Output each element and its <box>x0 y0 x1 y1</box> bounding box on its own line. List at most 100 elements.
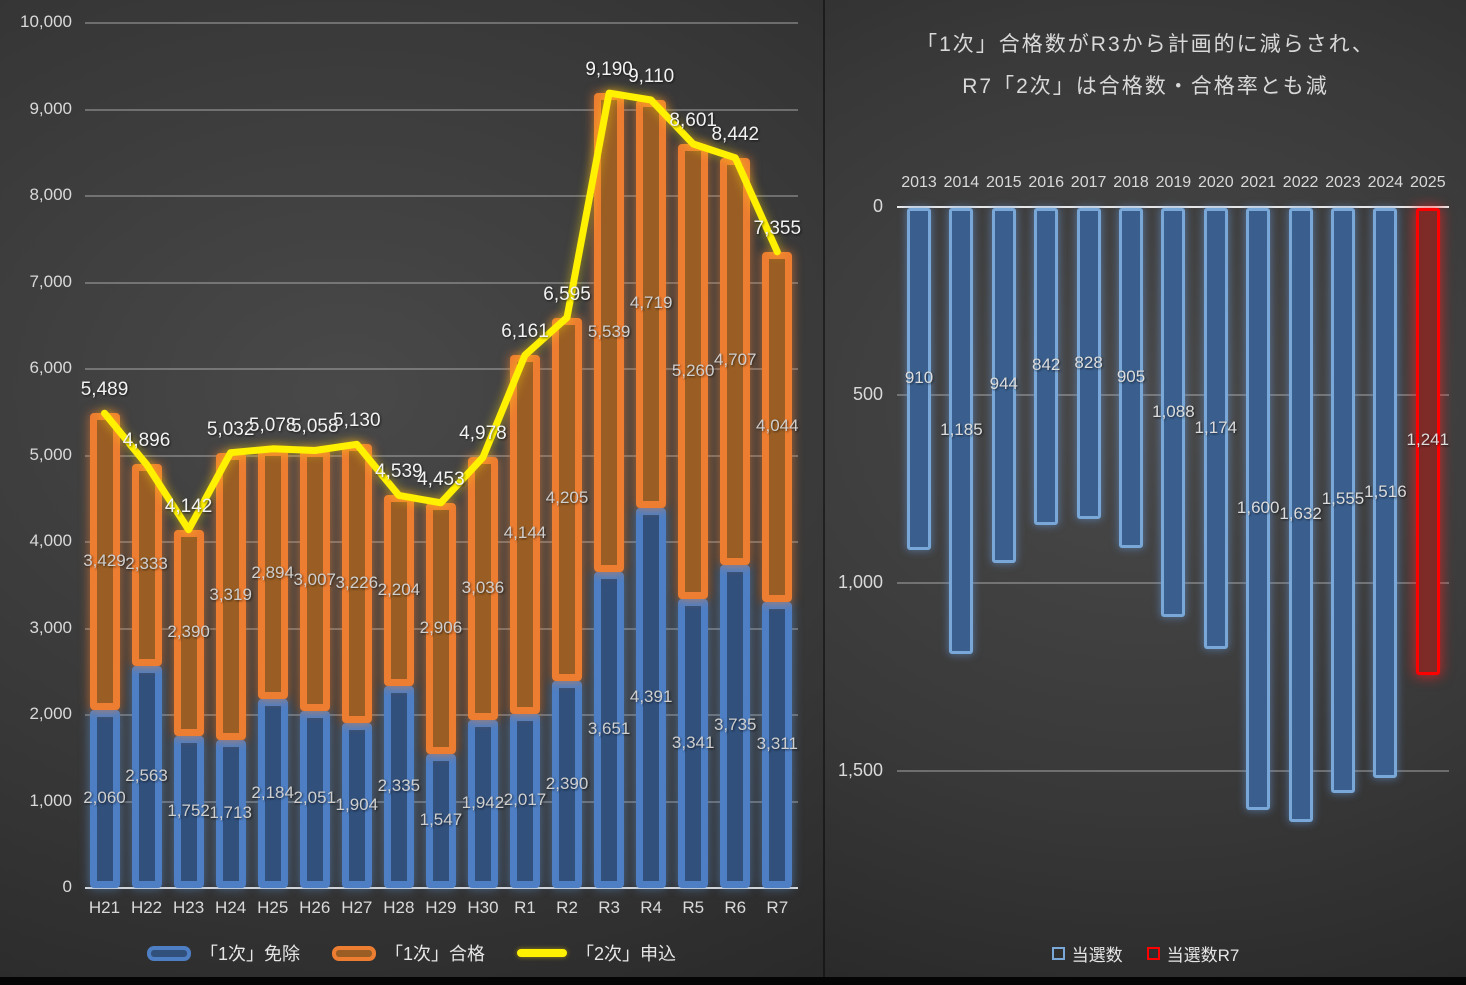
label-exempt-R2: 2,390 <box>545 773 589 793</box>
bar-winners-2014[interactable] <box>949 208 974 654</box>
bar-exempt-H23[interactable] <box>173 736 204 888</box>
bar-exempt-H28[interactable] <box>383 686 414 888</box>
right-legend-item-label: 当選数 <box>1071 946 1123 965</box>
left-x-axis-line <box>85 887 798 889</box>
label-exempt-R5: 3,341 <box>671 732 715 752</box>
bar-passed-H23[interactable] <box>173 529 204 737</box>
right-legend-item-0[interactable]: 当選数 <box>1051 941 1123 966</box>
legend-item-2[interactable]: 「2次」申込 <box>517 940 676 966</box>
bar-exempt-R4[interactable] <box>636 508 667 888</box>
right-x-axis-tick-label: 2025 <box>1410 174 1446 191</box>
bar-passed-R3[interactable] <box>594 93 625 573</box>
bar-passed-H22[interactable] <box>131 464 162 667</box>
bar-winners-2015[interactable] <box>991 208 1016 563</box>
left-chart-plot-area: 0 1,000 2,000 3,000 4,000 5,000 6,000 7,000 8,00… <box>0 0 823 977</box>
label-exempt-R1: 2,017 <box>503 789 547 809</box>
left-x-axis-tick-label: H21 <box>88 898 121 917</box>
bar-winners-2019[interactable] <box>1161 208 1186 618</box>
bar-winners-2022[interactable] <box>1288 208 1313 822</box>
label-exempt-H22: 2,563 <box>125 766 168 786</box>
label-winners-2018: 905 <box>1116 367 1146 387</box>
label-total-H21: 5,489 <box>80 379 129 401</box>
bar-exempt-R6[interactable] <box>720 564 751 888</box>
bar-passed-H27[interactable] <box>341 444 372 724</box>
bar-winners-2023[interactable] <box>1331 208 1355 793</box>
legend-item-label: 「1次」合格 <box>384 944 485 964</box>
label-total-R7: 7,355 <box>753 217 802 239</box>
right-x-axis-tick-label: 2020 <box>1198 174 1234 191</box>
label-total-R3: 9,190 <box>585 59 633 81</box>
bar-exempt-R5[interactable] <box>678 599 709 888</box>
secondary-applications-line[interactable] <box>0 0 823 977</box>
legend-bar-swatch <box>146 945 191 961</box>
label-winners-2015: 944 <box>989 374 1018 394</box>
right-x-axis-tick-label: 2014 <box>943 174 980 191</box>
bar-exempt-H24[interactable] <box>215 739 246 888</box>
label-exempt-R7: 3,311 <box>756 733 798 753</box>
bar-passed-R7[interactable] <box>762 251 793 602</box>
label-exempt-H27: 1,904 <box>335 794 379 814</box>
label-total-H29: 4,453 <box>417 468 465 490</box>
label-winners-2020: 1,174 <box>1194 417 1238 437</box>
bar-exempt-R1[interactable] <box>510 713 540 888</box>
bar-winners-2017[interactable] <box>1076 208 1101 520</box>
bar-winners-2020[interactable] <box>1203 208 1228 650</box>
bar-passed-H21[interactable] <box>89 413 120 710</box>
label-passed-H22: 2,333 <box>125 554 168 574</box>
left-gridline <box>85 195 798 197</box>
right-gridline <box>897 770 1449 772</box>
left-y-axis-tick-label: 1,000 <box>29 790 72 810</box>
bar-winners-2024[interactable] <box>1373 208 1398 779</box>
label-exempt-R3: 3,651 <box>587 719 631 739</box>
legend-item-0[interactable]: 「1次」免除 <box>146 940 300 966</box>
left-y-axis-tick-label: 2,000 <box>29 704 72 723</box>
bar-passed-R5[interactable] <box>678 144 709 599</box>
label-total-R6: 8,442 <box>711 123 760 145</box>
right-y-axis-tick-label: 1,000 <box>837 572 883 592</box>
bar-exempt-H25[interactable] <box>257 699 288 888</box>
bar-passed-H25[interactable] <box>257 448 288 700</box>
label-passed-H30: 3,036 <box>461 577 505 597</box>
bar-passed-H24[interactable] <box>215 452 246 740</box>
left-y-axis-tick-label: 7,000 <box>29 271 72 291</box>
label-winners-2017: 828 <box>1074 352 1103 372</box>
bar-exempt-R2[interactable] <box>552 681 583 888</box>
label-exempt-R6: 3,735 <box>713 715 757 735</box>
left-gridline <box>85 454 798 457</box>
bar-exempt-H27[interactable] <box>341 723 372 888</box>
bar-exempt-H26[interactable] <box>299 710 330 888</box>
right-chart-legend: 当選数 当選数R7 <box>825 941 1466 966</box>
left-x-axis-tick-label: H22 <box>130 898 163 917</box>
bar-exempt-H22[interactable] <box>131 666 162 888</box>
bar-winners-2025[interactable] <box>1415 208 1440 675</box>
right-y-axis-tick-label: 1,500 <box>837 760 883 780</box>
left-y-axis-tick-label: 0 <box>62 877 72 896</box>
label-passed-H28: 2,204 <box>377 579 421 599</box>
right-legend-item-1[interactable]: 当選数R7 <box>1146 941 1239 966</box>
bar-exempt-R3[interactable] <box>594 572 625 888</box>
bar-exempt-R7[interactable] <box>762 601 793 888</box>
left-y-axis-tick-label: 3,000 <box>29 617 72 637</box>
label-passed-H23: 2,390 <box>167 622 210 642</box>
bar-winners-2021[interactable] <box>1246 208 1271 810</box>
legend-item-label: 「1次」免除 <box>199 944 300 964</box>
bar-passed-H26[interactable] <box>299 450 330 711</box>
bar-exempt-H29[interactable] <box>425 754 456 888</box>
bar-winners-2018[interactable] <box>1119 208 1143 549</box>
label-exempt-R4: 4,391 <box>629 687 673 707</box>
panel-left-exam-chart: 0 1,000 2,000 3,000 4,000 5,000 6,000 7,000 8,00… <box>0 0 823 977</box>
legend-item-1[interactable]: 「1次」合格 <box>331 940 485 966</box>
bar-passed-R4[interactable] <box>636 99 667 509</box>
label-winners-2025: 1,241 <box>1406 430 1450 450</box>
bar-winners-2016[interactable] <box>1034 208 1059 525</box>
label-winners-2022: 1,632 <box>1279 503 1322 523</box>
bar-passed-H29[interactable] <box>425 502 456 755</box>
label-passed-H29: 2,906 <box>419 617 463 637</box>
legend-line-swatch <box>517 949 567 957</box>
label-passed-R3: 5,539 <box>587 321 631 341</box>
bar-exempt-H21[interactable] <box>89 709 120 888</box>
bar-winners-2013[interactable] <box>907 208 931 551</box>
label-passed-H24: 3,319 <box>209 585 252 605</box>
label-total-R2: 6,595 <box>543 283 591 305</box>
bar-exempt-H30[interactable] <box>467 720 498 888</box>
